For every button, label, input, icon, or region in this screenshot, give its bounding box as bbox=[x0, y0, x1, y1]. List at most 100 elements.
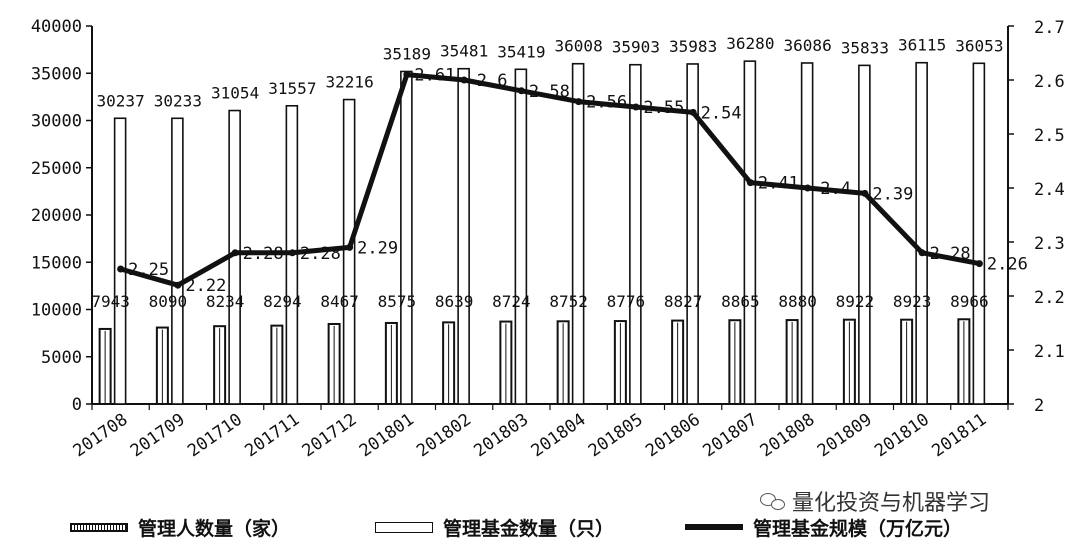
managers-data-label: 8776 bbox=[607, 292, 646, 311]
watermark: 量化投资与机器学习 bbox=[760, 486, 990, 516]
managers-data-label: 8575 bbox=[378, 292, 417, 311]
funds-data-label: 36086 bbox=[784, 36, 832, 55]
funds-data-label: 31557 bbox=[268, 79, 316, 98]
scale-point bbox=[174, 281, 182, 289]
scale-point bbox=[861, 189, 869, 197]
funds-data-label: 36280 bbox=[726, 34, 774, 53]
funds-bar bbox=[171, 117, 184, 405]
managers-data-label: 8639 bbox=[435, 292, 474, 311]
funds-bar bbox=[858, 64, 871, 405]
scale-data-label: 2.22 bbox=[185, 276, 226, 296]
legend-item-managers: 管理人数量（家） bbox=[70, 512, 290, 542]
funds-data-label: 35481 bbox=[440, 42, 488, 61]
x-tick-label: 201806 bbox=[642, 410, 704, 462]
y-right-tick-label: 2.3 bbox=[1034, 234, 1065, 254]
data-labels: 7943 8090 8234 8294 8467 8575 8639 8724 8752 8776… bbox=[91, 34, 1027, 311]
scale-data-label: 2.6 bbox=[477, 71, 508, 91]
scale-data-label: 2.58 bbox=[529, 82, 570, 102]
scale-data-label: 2.41 bbox=[758, 174, 799, 194]
scale-point bbox=[632, 103, 640, 111]
legend-swatch-funds bbox=[375, 521, 433, 533]
x-tick-label: 201807 bbox=[699, 410, 761, 462]
funds-bar bbox=[686, 63, 699, 405]
scale-point bbox=[918, 249, 926, 257]
legend-item-scale: 管理基金规模（万亿元） bbox=[685, 512, 962, 542]
managers-data-label: 8724 bbox=[492, 292, 531, 311]
legend: 管理人数量（家） 管理基金数量（只） 管理基金规模（万亿元） bbox=[70, 512, 1030, 542]
managers-data-label: 8827 bbox=[664, 292, 703, 311]
scale-data-label: 2.54 bbox=[701, 103, 742, 123]
funds-data-label: 35903 bbox=[612, 38, 660, 57]
scale-point bbox=[403, 71, 411, 79]
y-right-tick-label: 2.1 bbox=[1034, 342, 1065, 362]
funds-bar bbox=[915, 61, 928, 405]
y-right-tick-label: 2.5 bbox=[1034, 126, 1065, 146]
funds-data-label: 35419 bbox=[497, 42, 545, 61]
scale-data-label: 2.56 bbox=[586, 93, 627, 113]
funds-data-label: 31054 bbox=[211, 84, 259, 103]
scale-data-label: 2.4 bbox=[820, 179, 851, 199]
y-left-tick-label: 10000 bbox=[31, 301, 82, 321]
x-tick-label: 201710 bbox=[184, 410, 246, 462]
legend-label-managers: 管理人数量（家） bbox=[138, 517, 291, 540]
managers-data-label: 8923 bbox=[893, 292, 932, 311]
managers-data-label: 8880 bbox=[778, 292, 817, 311]
managers-data-label: 8752 bbox=[549, 292, 588, 311]
scale-data-label: 2.25 bbox=[128, 260, 169, 280]
funds-bar bbox=[972, 62, 986, 405]
x-tick-label: 201712 bbox=[299, 410, 361, 462]
managers-bars bbox=[98, 318, 971, 406]
x-tick-label: 201709 bbox=[127, 410, 189, 462]
managers-data-label: 7943 bbox=[91, 292, 130, 311]
x-tick-label: 201808 bbox=[757, 410, 819, 462]
scale-data-label: 2.28 bbox=[930, 244, 971, 264]
y-left-tick-label: 5000 bbox=[41, 348, 82, 368]
scale-data-label: 2.28 bbox=[300, 244, 341, 264]
managers-data-label: 8294 bbox=[263, 292, 302, 311]
scale-data-label: 2.61 bbox=[414, 66, 455, 86]
funds-data-label: 36008 bbox=[555, 37, 603, 56]
x-tick-label: 201805 bbox=[585, 410, 647, 462]
y-left-tick-label: 0 bbox=[72, 395, 82, 415]
wechat-icon bbox=[760, 491, 786, 511]
x-tick-label: 201810 bbox=[871, 410, 933, 462]
y-left-tick-label: 20000 bbox=[31, 206, 82, 226]
scale-point bbox=[804, 184, 812, 192]
funds-data-label: 35189 bbox=[383, 44, 431, 63]
scale-data-label: 2.28 bbox=[243, 244, 284, 264]
scale-data-label: 2.55 bbox=[643, 98, 684, 118]
y-right-tick-label: 2.4 bbox=[1034, 180, 1065, 200]
scale-line bbox=[117, 71, 983, 289]
funds-data-label: 30237 bbox=[97, 91, 145, 110]
scale-point bbox=[975, 260, 983, 268]
managers-data-label: 8467 bbox=[320, 292, 359, 311]
legend-label-scale: 管理基金规模（万亿元） bbox=[753, 517, 963, 540]
funds-bar bbox=[743, 60, 757, 405]
y-left-tick-label: 25000 bbox=[31, 159, 82, 179]
scale-point bbox=[460, 76, 468, 84]
funds-bar bbox=[800, 62, 814, 405]
funds-data-label: 36115 bbox=[898, 36, 946, 55]
funds-data-label: 35833 bbox=[841, 38, 889, 57]
scale-point bbox=[689, 108, 697, 116]
scale-data-label: 2.39 bbox=[872, 184, 913, 204]
y-right-tick-label: 2.2 bbox=[1034, 288, 1065, 308]
scale-line-path bbox=[119, 72, 980, 288]
managers-data-label: 8922 bbox=[836, 292, 875, 311]
funds-data-label: 32216 bbox=[326, 73, 374, 92]
managers-data-label: 8090 bbox=[149, 292, 188, 311]
scale-point bbox=[231, 249, 239, 257]
funds-data-label: 30233 bbox=[154, 91, 202, 110]
x-tick-label: 201811 bbox=[928, 410, 990, 462]
scale-data-label: 2.26 bbox=[987, 255, 1028, 275]
managers-data-label: 8234 bbox=[206, 292, 245, 311]
x-tick-label: 201809 bbox=[814, 410, 876, 462]
funds-bar bbox=[400, 70, 413, 405]
y-left-tick-label: 35000 bbox=[31, 64, 82, 84]
scale-point bbox=[517, 87, 525, 95]
y-right-tick-label: 2 bbox=[1034, 396, 1044, 416]
funds-bar bbox=[113, 117, 127, 405]
managers-data-label: 8865 bbox=[721, 292, 760, 311]
y-left-tick-label: 30000 bbox=[31, 112, 82, 132]
funds-data-label: 36053 bbox=[955, 36, 1003, 55]
